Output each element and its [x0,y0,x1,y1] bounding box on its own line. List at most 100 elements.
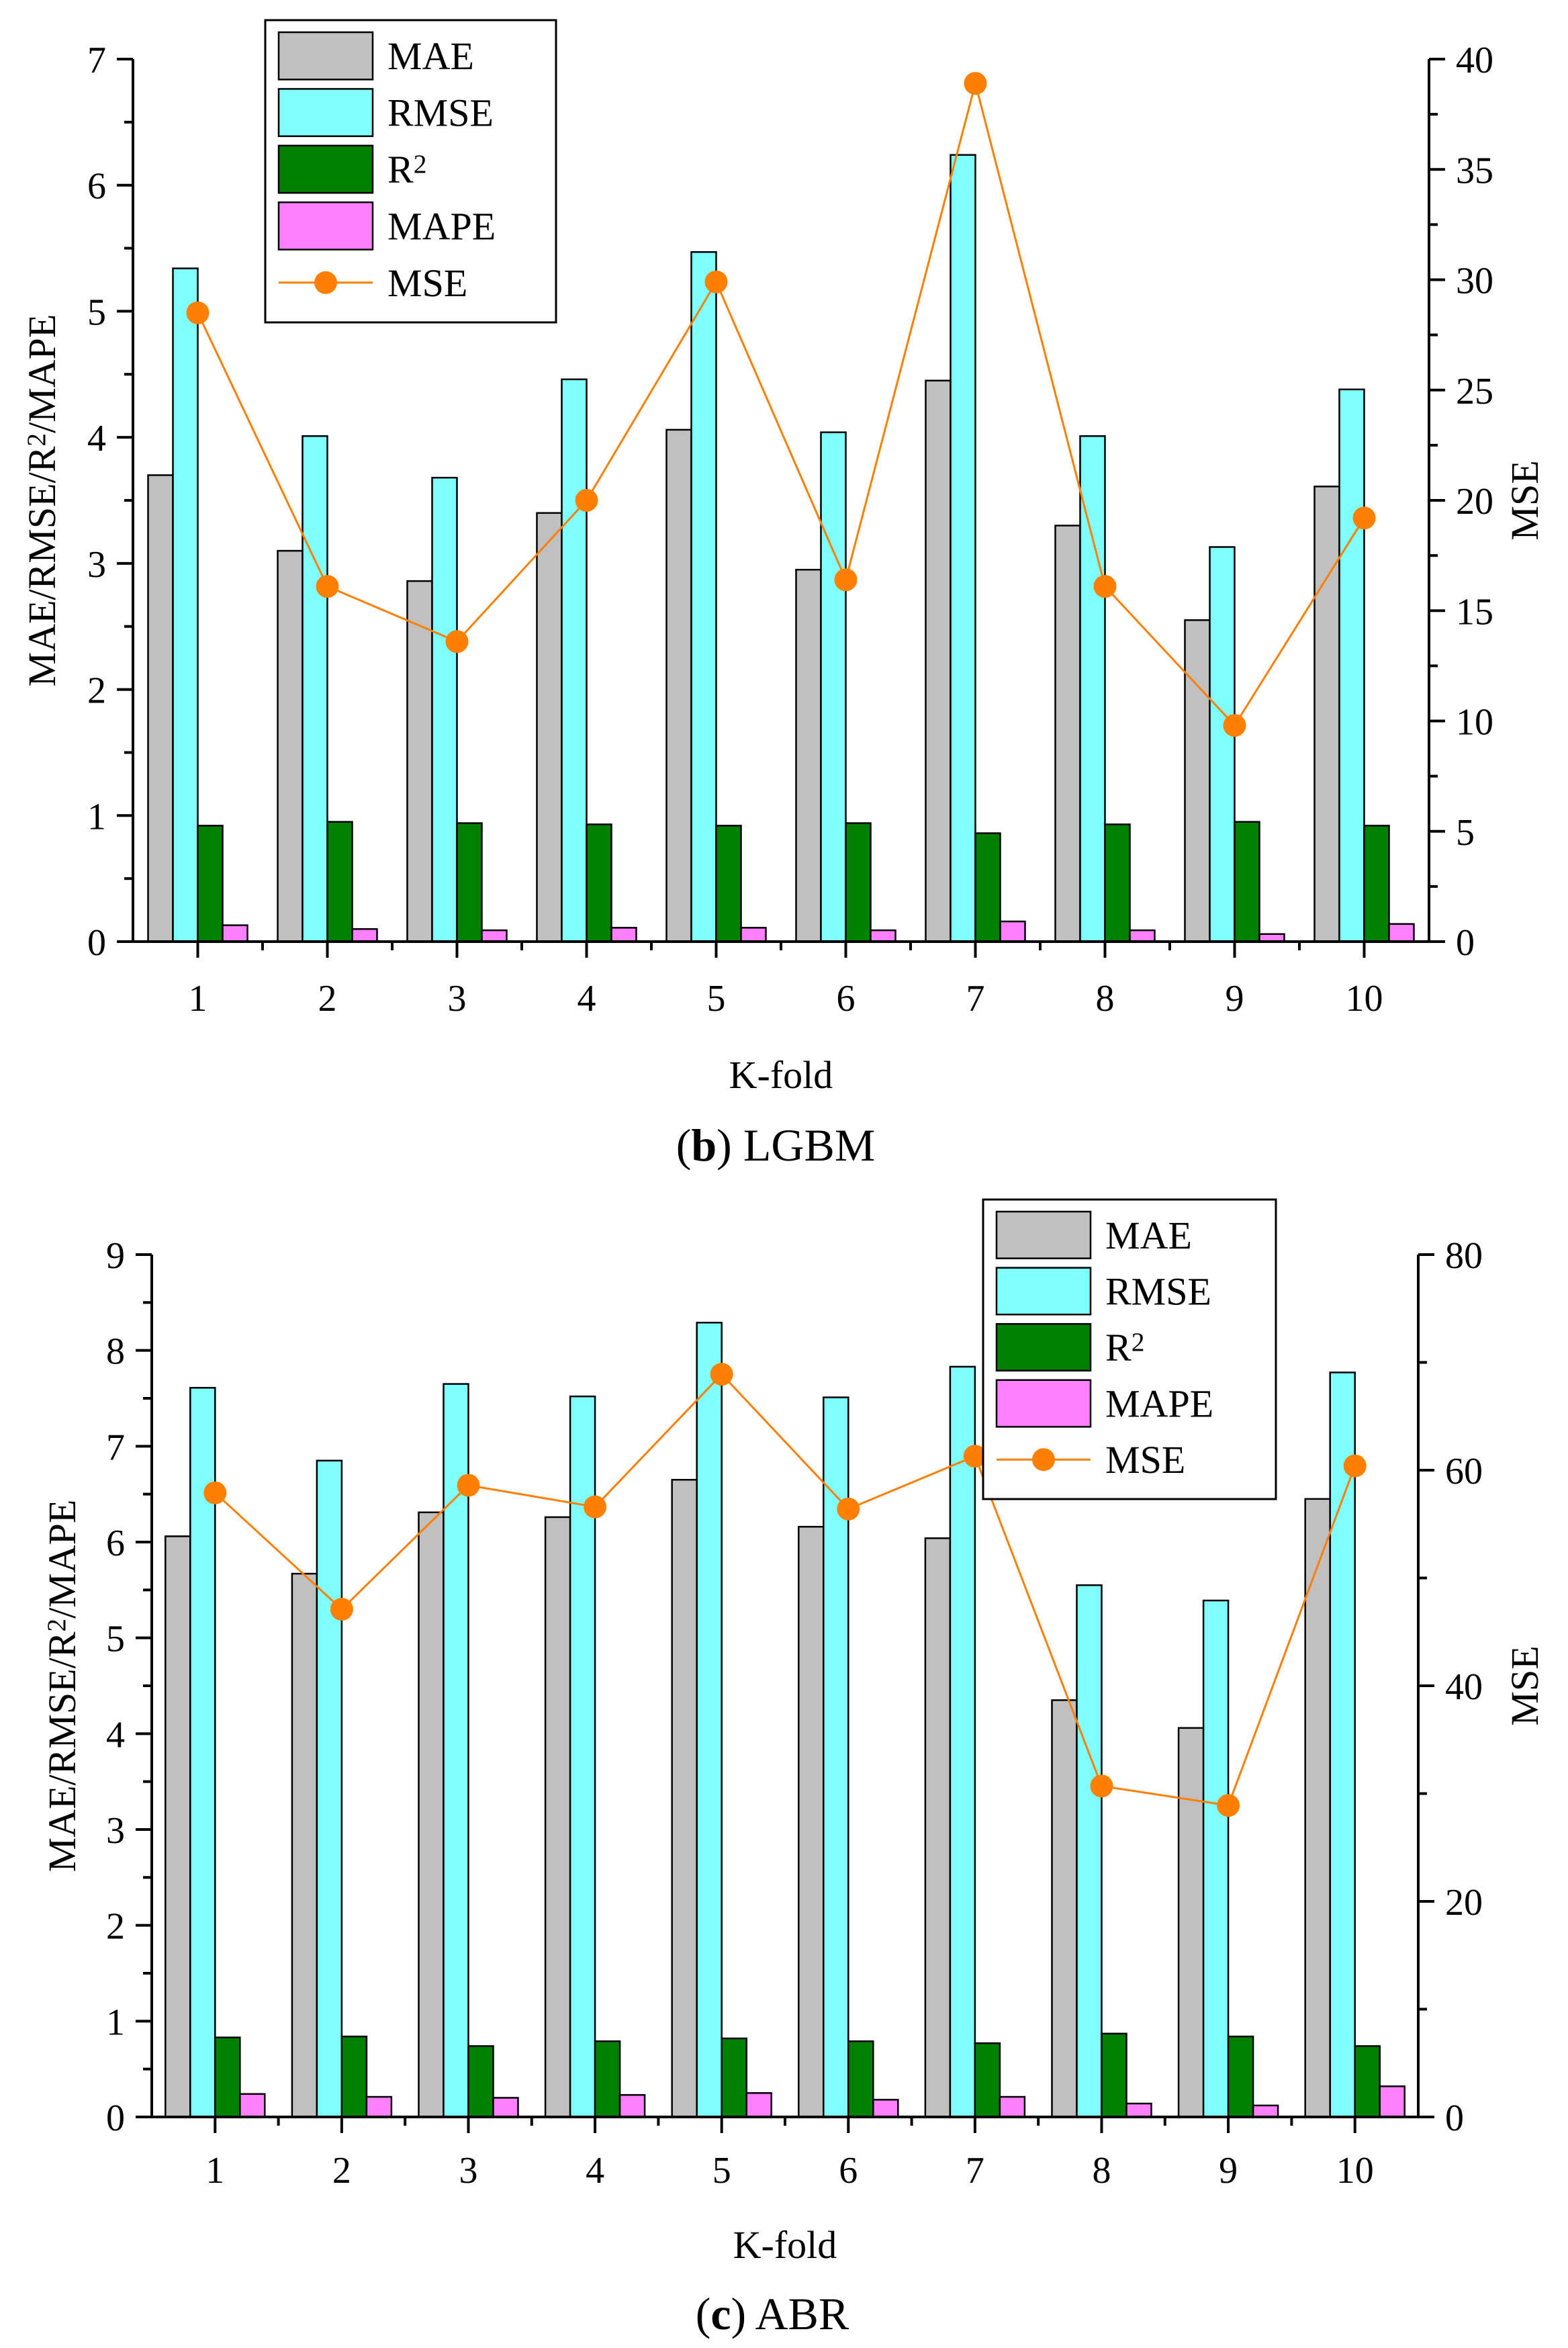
bar-mae-fold-10 [1313,486,1340,943]
legend-label-mse: MSE [1105,1438,1185,1482]
legend-label-r2: R2 [1105,1326,1144,1369]
bars [147,154,1415,943]
legend-label-r2: R2 [387,148,426,191]
left-tick-label: 2 [106,1906,125,1948]
left-tick-label: 4 [87,418,106,459]
bar-r2-fold-1 [214,2036,241,2118]
bar-mape-fold-5 [745,2092,772,2118]
legend-swatch-mape [995,1379,1092,1428]
bar-r2-fold-5 [715,825,742,943]
legend-label-mse: MSE [387,261,467,305]
legend-label-mae: MAE [1105,1214,1192,1257]
x-tick-label: 7 [966,2150,984,2192]
bar-mape-fold-9 [1252,2104,1279,2118]
left-tick-label: 9 [106,1235,125,1277]
right-tick-label: 15 [1456,591,1493,633]
bar-r2-fold-6 [845,822,872,943]
legend-swatch-mape [277,201,374,251]
marker-mse-fold-6 [834,568,858,592]
legend-swatch-r2 [995,1322,1092,1372]
bar-mae-fold-7 [925,379,952,943]
bar-rmse-fold-7 [949,1365,976,2118]
marker-mse-fold-4 [584,1495,607,1519]
left-tick-label: 8 [106,1331,125,1373]
panel-id: b [691,1120,717,1171]
legend-label-mape: MAPE [387,204,496,248]
x-axis-title: K-fold [729,1053,833,1097]
chart-panel-lgbm: 0 1 2 3 4 5 6 7 0 5 10 15 20 25 30 35 40 1 2 3 4 5 6 7 8 9 10 MAE/R… [20,19,1547,1171]
line-mse [197,79,1365,727]
bar-r2-fold-9 [1234,821,1260,943]
bar-mae-fold-7 [924,1537,952,2118]
x-tick-label: 5 [707,978,726,1020]
legend-marker-mse [314,271,337,294]
bar-mae-fold-9 [1177,1727,1205,2118]
bar-r2-fold-8 [1104,823,1131,943]
marker-mse-fold-9 [1223,714,1246,737]
bar-mape-fold-2 [365,2095,393,2118]
bar-rmse-fold-5 [690,251,717,943]
x-tick-label: 1 [189,978,207,1020]
marker-mse-fold-4 [575,489,598,512]
bar-r2-fold-10 [1354,2045,1381,2118]
bar-mape-fold-3 [481,929,508,943]
marker-mse-fold-5 [704,270,728,294]
bar-r2-fold-9 [1227,2035,1254,2118]
bar-mape-fold-1 [239,2093,266,2118]
bar-r2-fold-8 [1101,2032,1127,2118]
bar-rmse-fold-8 [1079,435,1106,943]
bar-r2-fold-3 [467,2045,494,2118]
bar-rmse-fold-2 [316,1459,343,2118]
bar-r2-fold-6 [847,2040,874,2118]
legend-label-mae: MAE [387,34,474,78]
marker-mse-fold-10 [1352,506,1376,530]
right-axis-title: MSE [1503,460,1547,540]
marker-mse-fold-3 [445,630,469,653]
right-tick-label: 10 [1456,702,1493,743]
bar-mae-fold-10 [1304,1498,1331,2118]
bar-mape-fold-8 [1129,929,1156,943]
left-tick-label: 5 [106,1619,125,1660]
legend-swatch-rmse [995,1267,1092,1316]
bar-rmse-fold-9 [1202,1599,1230,2118]
bar-mape-fold-6 [872,2099,899,2118]
legend-label-rmse: RMSE [387,91,494,135]
bar-rmse-fold-5 [696,1322,723,2118]
bar-r2-fold-10 [1363,825,1390,943]
marker-mse-fold-3 [457,1474,480,1497]
marker-mse-fold-6 [837,1497,860,1521]
bar-mape-fold-7 [999,2095,1026,2118]
bar-mape-fold-8 [1125,2102,1152,2118]
left-tick-label: 5 [87,291,106,333]
legend: MAE RMSE R2 MAPE MSE [982,1198,1277,1500]
bar-rmse-fold-8 [1076,1584,1103,2118]
bar-mae-fold-6 [795,568,822,943]
bar-mae-fold-6 [798,1525,825,2118]
bar-mae-fold-8 [1054,525,1081,943]
x-tick-label: 6 [839,2150,858,2192]
bar-r2-fold-7 [974,2042,1001,2118]
right-axis-title: MSE [1503,1645,1547,1725]
bar-mae-fold-4 [536,512,563,943]
legend-swatch-mae [995,1210,1092,1259]
bar-mape-fold-3 [492,2097,519,2118]
panel-caption: (b) LGBM [676,1120,876,1171]
bar-mae-fold-4 [544,1516,571,2118]
x-axis-title: K-fold [733,2223,837,2267]
right-tick-label: 0 [1445,2097,1464,2139]
bar-r2-fold-2 [326,821,353,943]
legend-label-rmse: RMSE [1105,1269,1211,1313]
bar-rmse-fold-2 [302,435,328,943]
bar-mae-fold-9 [1184,619,1211,943]
bar-rmse-fold-10 [1329,1371,1356,2118]
left-tick-label: 7 [87,40,106,81]
marker-mse-fold-10 [1343,1454,1367,1478]
right-tick-label: 5 [1456,812,1475,854]
x-tick-label: 3 [459,2150,478,2192]
bar-mape-fold-7 [999,920,1026,943]
legend-label-mape: MAPE [1105,1382,1213,1426]
left-tick-label: 6 [106,1523,125,1564]
legend-marker-mse [1032,1448,1055,1472]
bar-rmse-fold-9 [1209,546,1236,943]
bar-rmse-fold-7 [950,154,976,943]
